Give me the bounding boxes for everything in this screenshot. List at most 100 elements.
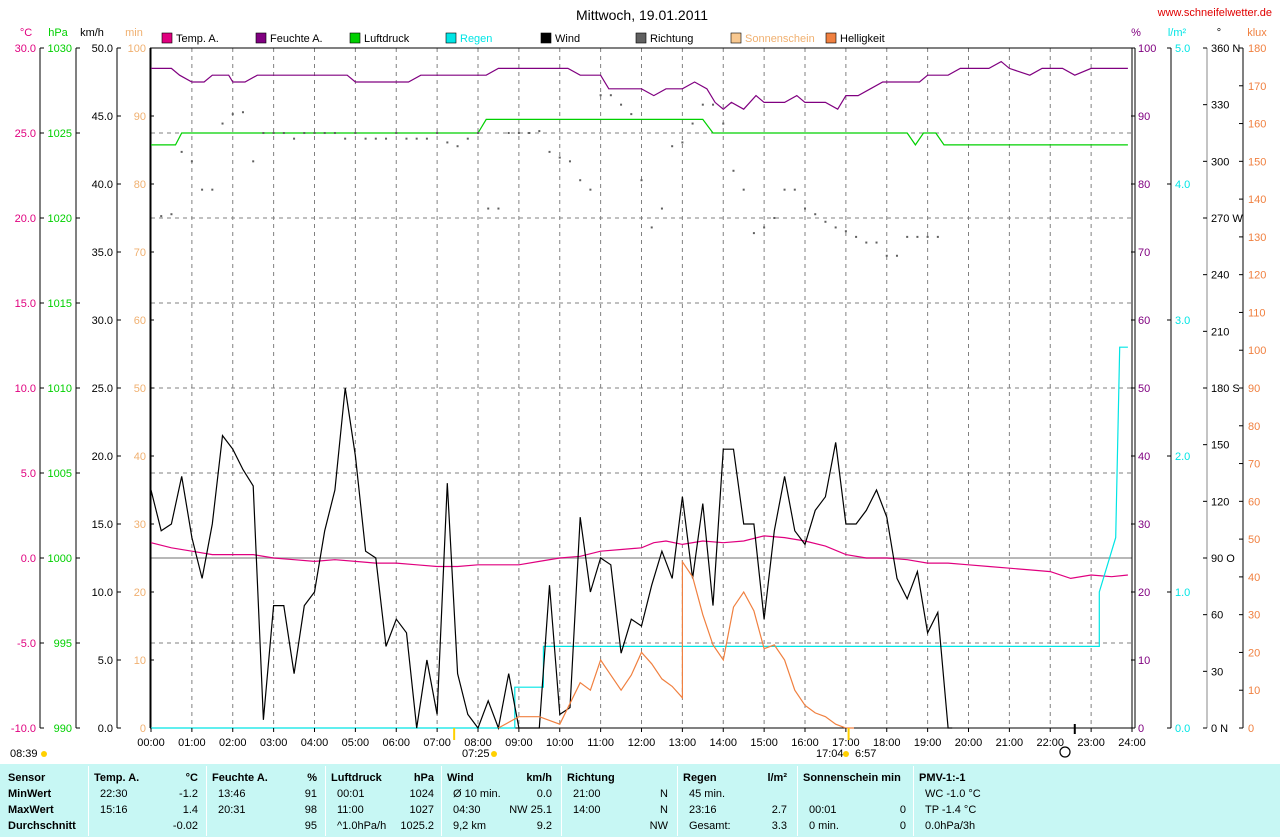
x-tick-label: 10:00 bbox=[546, 737, 574, 749]
brightness-tick-label: 140 bbox=[1248, 194, 1266, 206]
direction-point bbox=[660, 207, 663, 210]
legend-label: Regen bbox=[460, 33, 492, 45]
series-temp-a- bbox=[150, 535, 1128, 580]
footer-col-title: Sensor bbox=[8, 772, 46, 784]
x-tick-label: 04:00 bbox=[301, 737, 329, 749]
x-tick-label: 08:00 bbox=[464, 737, 492, 749]
legend-label: Feuchte A. bbox=[270, 33, 323, 45]
footer-cell-time: 20:31 bbox=[218, 804, 246, 816]
direction-point bbox=[630, 113, 633, 116]
direction-point bbox=[497, 207, 500, 210]
brightness-tick-label: 100 bbox=[1248, 345, 1266, 357]
sun-icon bbox=[491, 751, 497, 757]
humidity-tick-label: 10 bbox=[1138, 655, 1150, 667]
brightness-tick-label: 120 bbox=[1248, 270, 1266, 282]
legend-label: Wind bbox=[555, 33, 580, 45]
direction-point bbox=[425, 137, 428, 140]
direction-tick-label: 330 bbox=[1211, 100, 1229, 112]
legend-swatch bbox=[349, 32, 361, 44]
direction-point bbox=[701, 103, 704, 106]
direction-point bbox=[926, 235, 929, 238]
series-feuchte-a- bbox=[151, 60, 1128, 111]
footer-cell-value: -0.02 bbox=[172, 820, 198, 832]
weather-chart: Mittwoch, 19.01.2011 www.schneifelwetter… bbox=[10, 7, 1272, 760]
brightness-tick-label: 10 bbox=[1248, 685, 1260, 697]
direction-point bbox=[691, 122, 694, 125]
pressure-tick-label: 1010 bbox=[48, 383, 72, 395]
brightness-tick-label: 70 bbox=[1248, 459, 1260, 471]
rain-tick-label: 4.0 bbox=[1175, 179, 1190, 191]
legend-swatch bbox=[445, 32, 457, 44]
direction-point bbox=[262, 132, 265, 134]
temp-tick-label: 15.0 bbox=[15, 298, 36, 310]
direction-point bbox=[538, 130, 541, 133]
footer-cell-time: 04:30 bbox=[453, 804, 481, 816]
direction-point bbox=[722, 122, 725, 125]
footer-separator bbox=[561, 766, 562, 836]
brightness-tick-label: 130 bbox=[1248, 232, 1266, 244]
direction-tick-label: 300 bbox=[1211, 156, 1229, 168]
direction-point bbox=[180, 150, 183, 153]
humidity-tick-label: 90 bbox=[1138, 111, 1150, 123]
direction-point bbox=[732, 169, 735, 172]
direction-point bbox=[303, 132, 306, 134]
direction-tick-label: 30 bbox=[1211, 666, 1223, 678]
humidity-tick-label: 40 bbox=[1138, 451, 1150, 463]
footer-col-unit: l/m² bbox=[767, 772, 787, 784]
direction-point bbox=[824, 220, 827, 223]
direction-point bbox=[211, 188, 214, 191]
direction-point bbox=[783, 188, 786, 191]
footer-cell-time: 45 min. bbox=[689, 788, 726, 800]
series-luftdruck bbox=[151, 118, 1128, 146]
direction-point bbox=[804, 207, 806, 210]
footer-cell-value: NW 25.1 bbox=[509, 804, 552, 816]
footer-separator bbox=[206, 766, 207, 836]
direction-point bbox=[671, 145, 674, 148]
x-tick-label: 20:00 bbox=[955, 737, 983, 749]
sunshine-tick-label: 80 bbox=[134, 179, 146, 191]
direction-point bbox=[160, 215, 163, 218]
footer-cell-time: 22:30 bbox=[100, 788, 128, 800]
direction-point bbox=[405, 137, 408, 140]
x-tick-label: 18:00 bbox=[873, 737, 901, 749]
direction-point bbox=[374, 137, 377, 140]
footer-col-title: Temp. A. bbox=[94, 772, 140, 784]
humidity-tick-label: 0 bbox=[1138, 723, 1144, 735]
direction-point bbox=[895, 254, 898, 257]
brightness-tick-label: 60 bbox=[1248, 496, 1260, 508]
temp-tick-label: 30.0 bbox=[15, 43, 36, 55]
footer-separator bbox=[325, 766, 326, 836]
x-tick-label: 01:00 bbox=[178, 737, 206, 749]
rain-unit-label: l/m² bbox=[1168, 27, 1187, 39]
footer-cell-value: 1027 bbox=[409, 804, 434, 816]
sunshine-tick-label: 70 bbox=[134, 247, 146, 259]
footer-cell-time: 14:00 bbox=[573, 804, 601, 816]
brightness-tick-label: 80 bbox=[1248, 421, 1260, 433]
direction-point bbox=[620, 103, 623, 106]
sunshine-unit-label: min bbox=[125, 27, 143, 39]
direction-point bbox=[190, 160, 193, 163]
humidity-tick-label: 20 bbox=[1138, 587, 1150, 599]
humidity-tick-label: 100 bbox=[1138, 43, 1156, 55]
direction-point bbox=[712, 103, 715, 106]
pressure-tick-label: 1020 bbox=[48, 213, 72, 225]
x-tick-label: 14:00 bbox=[709, 737, 737, 749]
site-link[interactable]: www.schneifelwetter.de bbox=[1157, 7, 1272, 19]
brightness-tick-label: 0 bbox=[1248, 723, 1254, 735]
direction-point bbox=[579, 179, 582, 182]
direction-point bbox=[773, 217, 776, 219]
direction-tick-label: 120 bbox=[1211, 496, 1229, 508]
wind-tick-label: 5.0 bbox=[98, 655, 113, 667]
series-wind bbox=[150, 387, 953, 731]
direction-point bbox=[814, 213, 817, 216]
footer-row-label: MinWert bbox=[8, 788, 52, 800]
temp-tick-label: 10.0 bbox=[15, 383, 36, 395]
direction-tick-label: 240 bbox=[1211, 270, 1229, 282]
direction-point bbox=[436, 132, 439, 134]
sun-icon bbox=[843, 751, 849, 757]
footer-col-unit: km/h bbox=[526, 772, 552, 784]
sunshine-tick-label: 50 bbox=[134, 383, 146, 395]
direction-tick-label: 360 N bbox=[1211, 43, 1240, 55]
direction-point bbox=[681, 141, 684, 144]
series-regen bbox=[151, 346, 1128, 729]
